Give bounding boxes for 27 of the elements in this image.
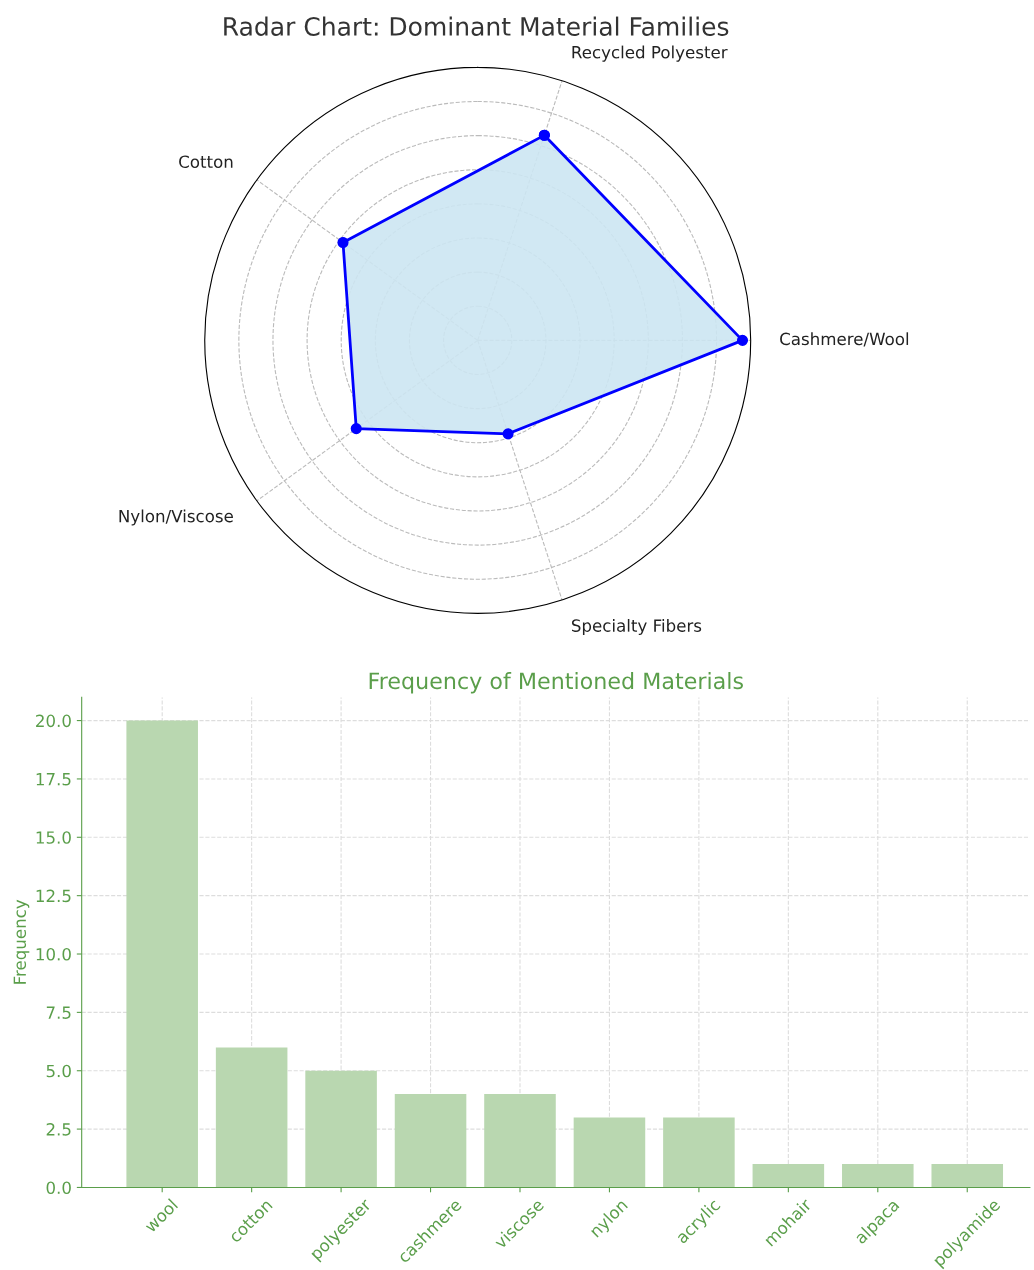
y-tick-label: 17.5 xyxy=(36,773,71,786)
spoke-label: Cotton xyxy=(179,155,233,169)
chart-title: Frequency of Mentioned Materials xyxy=(369,672,743,694)
bar xyxy=(573,1117,646,1188)
chart-title: Radar Chart: Dominant Material Families xyxy=(224,16,729,36)
bar xyxy=(394,1094,467,1188)
y-tick-label: 20.0 xyxy=(36,714,71,728)
y-tick-label: 7.5 xyxy=(46,1006,71,1019)
bar xyxy=(663,1117,735,1188)
y-axis-title: Frequency xyxy=(13,899,30,984)
spoke-label: Recycled Polyester xyxy=(572,45,728,62)
spoke-label: Specialty Fibers xyxy=(571,618,702,636)
bar xyxy=(842,1164,914,1188)
y-tick-label: 15.0 xyxy=(36,831,71,844)
bar xyxy=(931,1164,1004,1188)
spoke-label: Cashmere/Wool xyxy=(780,332,909,347)
y-tick-label: 12.5 xyxy=(36,889,71,903)
y-tick-label: 5.0 xyxy=(46,1064,71,1078)
bar xyxy=(484,1094,556,1188)
bar xyxy=(752,1164,825,1188)
y-tick-label: 0.0 xyxy=(46,1181,71,1195)
bar xyxy=(215,1047,288,1188)
bar xyxy=(305,1070,377,1188)
y-tick-label: 10.0 xyxy=(36,947,71,961)
spoke-label: Nylon/Viscose xyxy=(119,509,233,526)
bar xyxy=(126,720,198,1188)
y-tick-label: 2.5 xyxy=(46,1123,71,1136)
